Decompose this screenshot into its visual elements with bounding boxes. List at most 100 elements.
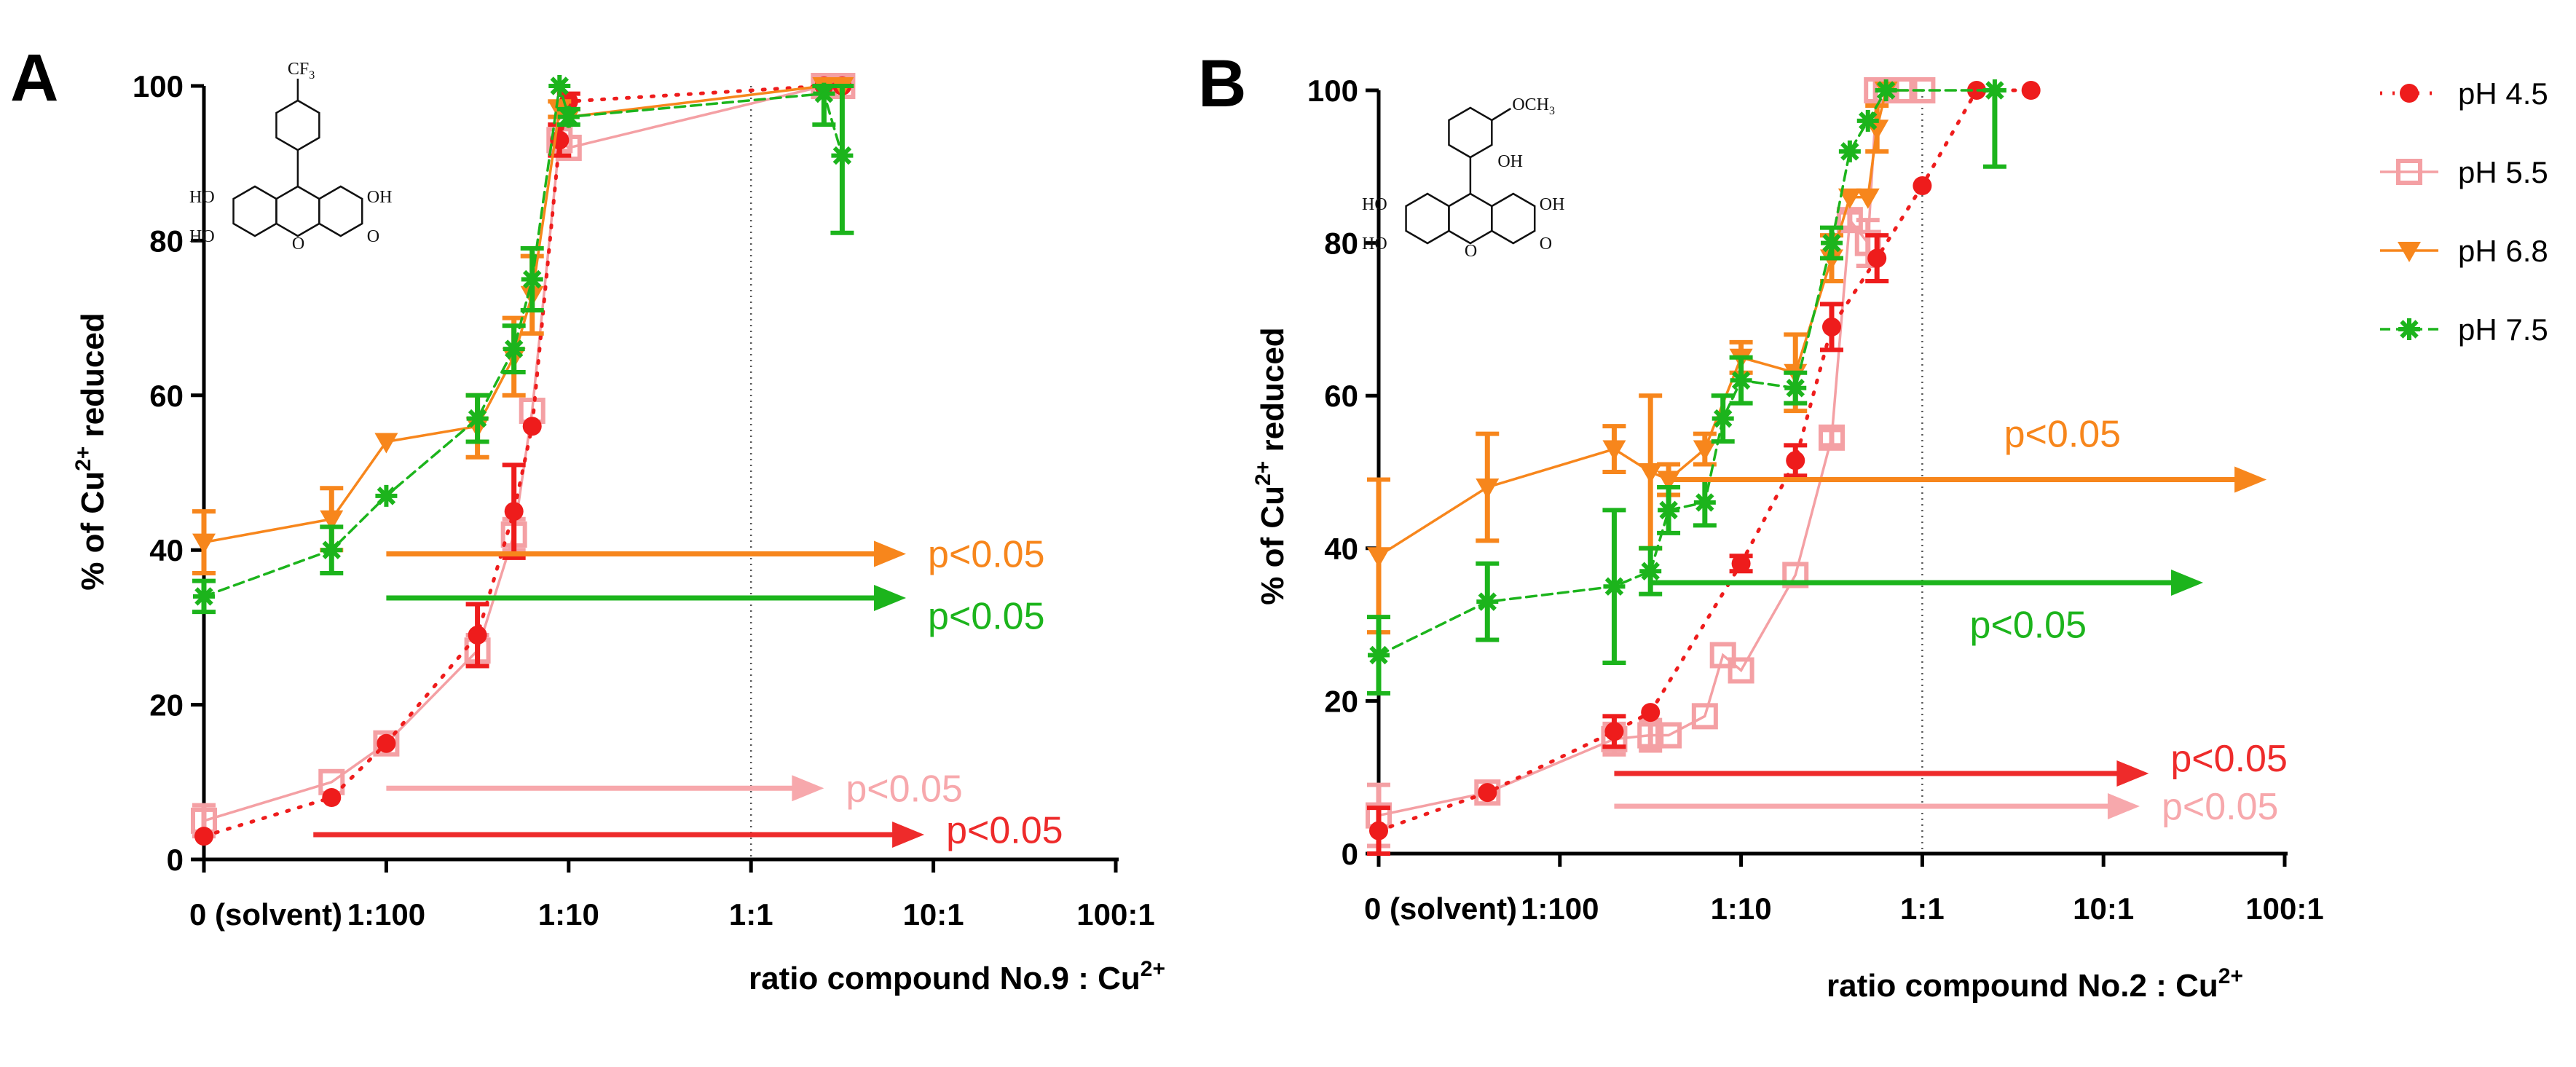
panel-b-x-axis-title: ratio compound No.2 : Cu2+ [1827,964,2243,1004]
panel-a-ph68-point-0 [192,533,216,554]
panel-a-y-tick-label: 0 [167,843,184,877]
panel-b-ph55-point-9 [1819,424,1845,451]
panel-b-y-axis-title: % of Cu2+ reduced [1251,327,1291,605]
legend-label-ph45: pH 4.5 [2458,76,2548,111]
panel-a-line-ph75 [202,85,844,598]
panel-b-ph45-point-10 [2021,81,2041,100]
panel-a-ph45-point-3 [468,626,487,645]
panel-b-y-tick-label: 0 [1342,837,1358,871]
panel-a-axes: 0 20 40 60 80 100 0 (solvent) 1:100 1:10 1:1 10:1 1… [133,69,1155,932]
structure-atom-label: O [292,235,304,253]
panel-a-ph68-point-2 [374,433,398,454]
legend-label-ph68: pH 6.8 [2458,234,2548,268]
structure-atom-label: OH [1497,152,1523,171]
panel-a-p-value-label-ph75: p<0.05 [928,595,1045,637]
legend-item-ph68: pH 6.8 [2380,234,2548,268]
panel-a-x-axis-title: ratio compound No.9 : Cu2+ [749,957,1165,996]
panel-a-series-ph75 [192,75,854,615]
legend-ph68-point-0 [2398,242,2421,262]
panel-a: A % of Cu2+ reduced ratio compound No.9 … [10,41,1165,996]
panel-b-series-ph45 [1367,81,2041,856]
compound-2-structure: OCH3 OH HO HO OH O O [1362,95,1564,261]
panel-b-line-ph68 [1377,89,1888,558]
structure-ring-left [232,185,277,237]
panel-b-x-tick-label: 1:10 [1711,891,1772,926]
panel-b-ph75-point-9 [1821,232,1843,254]
panel-b-significance-arrow-ph45: p<0.05 [1614,738,2288,787]
panel-b-ph75-point-8 [1784,377,1807,399]
panel-b-y-tick-label: 40 [1324,532,1358,566]
panel-a-ph75-point-9 [831,144,854,167]
panel-b-ph75-point-0 [1368,644,1390,666]
structure-ring-center [1448,192,1493,245]
panel-b-ph68-point-0 [1367,547,1390,568]
panel-b-y-tick-label: 20 [1324,684,1358,718]
panel-b-ph55-point-5 [1691,703,1718,730]
structure-atom-label: HO [1362,195,1387,214]
legend-ph75-point-0 [2398,318,2420,340]
panel-a-y-axis-title: % of Cu2+ reduced [71,312,111,590]
panel-b-x-tick-label: 1:100 [1521,891,1599,926]
panel-a-x-tick-label: 0 (solvent) [189,897,342,932]
panel-b-axes: 0 20 40 60 80 100 0 (solvent) 1:100 1:10 1:1 10:1 1… [1307,74,2324,926]
panel-b-ph45-point-6 [1822,317,1841,336]
panel-b-ph75-point-4 [1658,499,1680,521]
panel-a-ph75-point-0 [193,585,215,607]
panel-b-ph75-point-7 [1730,369,1752,392]
panel-a-ph75-point-3 [466,407,489,430]
structure-ring-aryl [275,99,320,151]
panel-b-ph68-point-10 [1856,188,1880,209]
panel-a-y-tick-label: 60 [149,379,184,413]
panel-b-ph75-point-1 [1476,591,1499,613]
panel-a-plot: p<0.05p<0.05p<0.05p<0.05 [191,73,1063,852]
structure-atom-label: HO [189,227,215,246]
structure-ring-center [275,185,320,237]
panel-b-ph75-point-11 [1856,109,1879,132]
panel-a-ph75-point-7 [557,106,580,128]
panel-b-ph45-point-7 [1867,248,1887,268]
panel-a-p-value-label-ph55: p<0.05 [846,768,963,810]
panel-a-ph75-point-4 [503,338,525,361]
structure-ring-aryl [1448,106,1493,159]
panel-a-x-tick-label: 1:100 [347,897,425,932]
panel-b-ph55-point-1 [1474,779,1501,806]
panel-b-ph55-point-7 [1728,657,1754,684]
panel-b-x-tick-label: 100:1 [2245,891,2323,926]
panel-a-ph68-point-1 [320,510,344,531]
legend-ph45-point-0 [2400,84,2419,103]
panel-b-significance-arrow-ph75: p<0.05 [1650,569,2204,647]
panel-b-ph75-point-13 [1983,79,2006,101]
structure-atom-label: O [1540,235,1552,253]
panel-a-ph55-point-2 [373,730,400,757]
structure-ring-right [318,185,363,237]
structure-atom-label: HO [189,188,215,207]
panel-a-p-value-label-ph45: p<0.05 [946,810,1063,852]
panel-b-y-tick-label: 60 [1324,379,1358,413]
panel-a-significance-arrow-ph55: p<0.05 [386,768,963,810]
panel-a-y-tick-label: 40 [149,533,184,567]
panel-b-ph75-point-5 [1693,491,1716,513]
panel-b-significance-arrow-ph55: p<0.05 [1614,786,2278,828]
legend: pH 4.5 pH 5.5 pH 6.8 pH 7.5 [2380,76,2548,347]
legend-label-ph75: pH 7.5 [2458,312,2548,347]
panel-b-ph68-point-2 [1602,440,1626,461]
panel-a-x-tick-label: 1:1 [729,897,773,932]
panel-a-ph75-point-6 [548,75,571,97]
structure-atom-label: O [367,227,379,246]
legend-label-ph55: pH 5.5 [2458,155,2548,189]
legend-item-ph45: pH 4.5 [2380,76,2548,111]
structure-atom-label: HO [1362,235,1387,253]
panel-a-ph45-point-1 [322,788,342,808]
legend-ph55-point-0 [2396,159,2422,185]
panel-a-series-ph45 [194,76,852,846]
panel-b-ph55-point-4 [1655,722,1682,749]
panel-a-y-tick-label: 20 [149,688,184,723]
structure-atom-label: O [1465,242,1477,261]
panel-a-x-tick-label: 10:1 [903,897,964,932]
compound-9-structure: CF3 HO HO OH O O [189,60,392,253]
panel-b-ph75-point-2 [1603,575,1626,598]
panel-a-ph45-point-5 [522,417,542,436]
panel-b-ph55-point-8 [1782,562,1809,588]
panel-a-ph45-point-0 [194,827,213,846]
